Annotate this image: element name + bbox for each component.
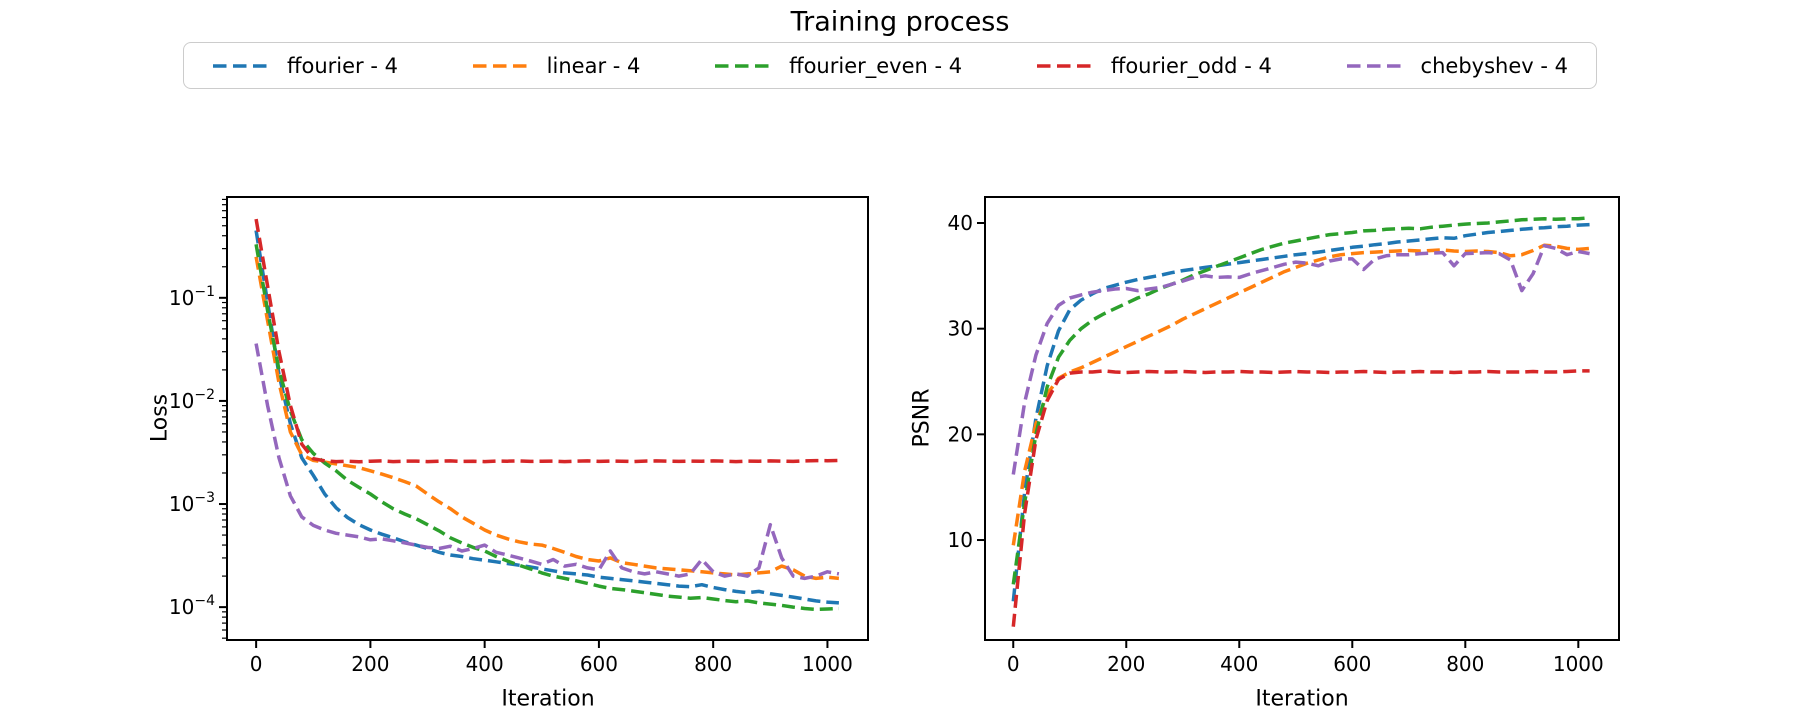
y-tick-label: 10−3 [169,490,215,516]
x-tick-label: 400 [1220,652,1258,676]
x-tick-label: 400 [466,652,504,676]
legend-dash-sample-ffourier_even [715,63,776,68]
x-tick-label: 600 [580,652,618,676]
legend-label-ffourier: ffourier - 4 [287,53,398,78]
legend: ffourier - 4 linear - 4 ffourier_even - 4 f… [183,42,1597,89]
y-tick-label: 10−4 [169,593,215,619]
legend-label-ffourier_odd: ffourier_odd - 4 [1110,53,1272,78]
psnr-xaxis-label: Iteration [1255,686,1349,712]
legend-item-ffourier_odd: ffourier_odd - 4 [1036,54,1272,78]
psnr-axis-label: PSNR [909,388,935,448]
series-ffourier-4 [254,230,840,605]
legend-label-chebyshev: chebyshev - 4 [1420,53,1568,78]
legend-item-chebyshev: chebyshev - 4 [1346,54,1568,78]
legend-item-linear: linear - 4 [472,53,641,78]
series-ffourier-odd-4 [1011,369,1590,627]
x-tick-label: 0 [1007,652,1020,676]
y-tick-label: 10−1 [169,284,215,310]
legend-dash-sample-ffourier_odd [1036,63,1097,68]
x-tick-label: 200 [351,652,389,676]
legend-dash-sample-ffourier [213,63,273,68]
legend-label-ffourier_even: ffourier_even - 4 [789,53,963,78]
legend-item-ffourier_even: ffourier_even - 4 [714,54,962,78]
series-ffourier-odd-4 [254,218,839,464]
legend-item-ffourier: ffourier - 4 [212,54,398,78]
subplot-psnr: 0 200 400 600 800 1000 10 20 30 40 [948,196,1620,676]
series-ffourier-4 [1011,222,1590,602]
x-tick-label: 0 [250,652,263,676]
legend-label-linear: linear - 4 [546,53,641,78]
loss-xaxis-label: Iteration [501,686,595,712]
x-tick-label: 1000 [1553,652,1604,676]
axes-spines [984,196,1620,641]
x-tick-label: 800 [1446,652,1484,676]
series-chebyshev-4 [254,343,840,581]
y-tick-label: 40 [948,211,973,235]
x-tick-label: 800 [694,652,732,676]
legend-dash-sample-linear [472,63,533,68]
series-ffourier-even-4 [1011,215,1590,585]
y-tick-label: 10−2 [169,387,215,413]
x-tick-label: 600 [1333,652,1371,676]
y-tick-label: 30 [948,317,973,341]
x-tick-label: 200 [1107,652,1145,676]
legend-dash-sample-chebyshev [1346,63,1407,68]
figure-title: Training process [790,6,1010,38]
axes-spines [226,196,869,641]
y-tick-label: 10 [948,528,973,552]
series-linear-4 [254,256,840,581]
loss-axis-label: Loss [147,393,173,443]
subplot-loss: 0 200 400 600 800 1000 10−1 10−2 10−3 10−4 [169,196,869,676]
x-tick-label: 1000 [802,652,853,676]
series-ffourier-even-4 [254,244,839,612]
y-tick-label: 20 [948,422,973,446]
series-linear-4 [1011,243,1590,546]
series-chebyshev-4 [1011,243,1590,475]
